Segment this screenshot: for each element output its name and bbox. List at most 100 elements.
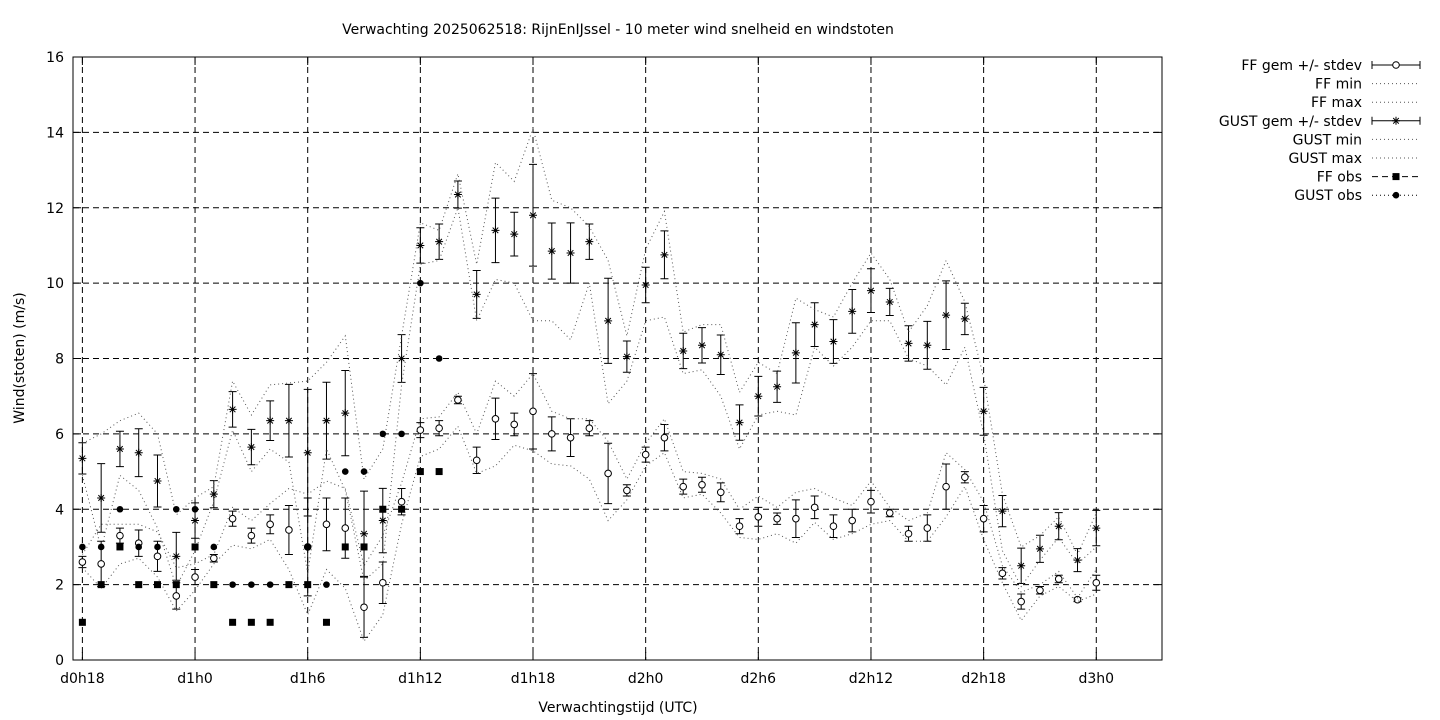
gust-obs-point <box>210 543 218 551</box>
legend-marker <box>1392 173 1400 181</box>
ff-mean-point <box>322 520 331 529</box>
ff-mean-point <box>416 426 425 434</box>
ff-mean-point <box>942 482 950 491</box>
ff-mean-point <box>210 554 218 563</box>
ff-mean-point <box>491 415 500 423</box>
legend-label: FF obs <box>1317 170 1362 186</box>
gust-mean-point <box>585 237 594 246</box>
gust-mean-point <box>378 516 387 525</box>
ff-obs-point <box>210 581 218 589</box>
ff-mean-point <box>116 531 124 540</box>
ff-mean-point <box>341 524 350 532</box>
x-tick-label: d3h0 <box>1078 671 1114 687</box>
gust-mean-point <box>791 348 800 357</box>
series-gust-gem-stdev <box>78 163 1101 584</box>
gust-mean-point <box>547 247 556 256</box>
ff-obs-point <box>398 505 406 513</box>
legend-label: FF min <box>1315 77 1362 93</box>
y-tick-label: 2 <box>55 578 64 594</box>
legend-marker <box>1392 191 1400 199</box>
gust-obs-point <box>172 505 180 513</box>
ff-obs-point <box>435 468 443 476</box>
gust-mean-point <box>284 416 293 425</box>
gust-obs-point <box>360 468 368 475</box>
ff-mean-point <box>585 424 594 433</box>
series-ff-max <box>81 372 1097 599</box>
ff-mean-point <box>360 603 368 612</box>
gust-mean-point <box>472 290 481 299</box>
ff-obs-point <box>322 618 330 626</box>
ff-mean-point <box>285 526 293 534</box>
gust-mean-point <box>134 448 143 457</box>
gust-mean-point <box>1017 561 1026 570</box>
gust-mean-point <box>453 190 462 199</box>
gust-obs-point <box>266 581 274 588</box>
gust-mean-point <box>78 454 87 463</box>
x-tick-label: d1h12 <box>398 671 442 687</box>
gust-mean-point <box>510 230 519 239</box>
gust-mean-point <box>566 248 575 257</box>
series-line <box>82 126 1097 556</box>
ff-mean-point <box>773 514 781 523</box>
legend: FF gem +/- stdev FF min FF max GUST gem +/-… <box>1219 58 1421 204</box>
gust-mean-point <box>322 416 331 425</box>
gust-obs-point <box>341 468 349 475</box>
ff-mean-point <box>1036 586 1044 595</box>
gust-obs-point <box>191 505 199 513</box>
x-tick-label: d2h0 <box>628 671 664 687</box>
ff-obs-point <box>416 468 424 476</box>
gust-obs-point <box>229 581 236 588</box>
legend-label: GUST min <box>1293 132 1362 148</box>
series-line <box>81 372 1097 599</box>
gust-mean-point <box>209 490 218 499</box>
gust-mean-point <box>735 418 744 427</box>
gust-mean-point <box>435 237 444 246</box>
gust-mean-point <box>172 552 181 561</box>
y-tick-label: 4 <box>55 502 64 518</box>
ff-mean-point <box>1017 597 1025 606</box>
ff-obs-point <box>116 543 124 551</box>
data-series <box>78 126 1101 643</box>
ff-mean-point <box>623 486 631 495</box>
grid-lines <box>73 57 1162 660</box>
x-tick-label: d0h18 <box>60 671 104 687</box>
gust-obs-point <box>323 581 330 588</box>
ff-mean-point <box>810 503 819 512</box>
gust-mean-point <box>998 507 1007 516</box>
y-axis-ticks: 0 2 4 6 8 10 12 14 16 <box>46 50 1162 669</box>
gust-mean-point <box>697 341 706 350</box>
ff-mean-point <box>923 524 932 532</box>
y-tick-label: 14 <box>46 125 64 141</box>
ff-mean-point <box>228 514 237 523</box>
gust-mean-point <box>153 476 162 485</box>
gust-obs-point <box>285 581 293 588</box>
x-tick-label: d1h6 <box>290 671 326 687</box>
series-gust-min <box>81 205 1097 588</box>
x-axis-label: Verwachtingstijd (UTC) <box>538 700 697 716</box>
gust-mean-point <box>866 286 875 295</box>
ff-mean-point <box>379 578 387 587</box>
ff-mean-point <box>266 520 274 529</box>
y-axis-label: Wind(stoten) (m/s) <box>12 292 28 423</box>
ff-mean-point <box>735 522 744 531</box>
gust-mean-point <box>885 297 894 306</box>
series-gust-max <box>82 126 1097 556</box>
gust-mean-point <box>810 320 819 329</box>
gust-mean-point <box>942 311 951 320</box>
gust-mean-point <box>960 314 969 323</box>
gust-mean-point <box>360 529 369 538</box>
ff-mean-point <box>529 407 537 416</box>
y-tick-label: 12 <box>46 201 64 217</box>
ff-mean-point <box>641 450 650 459</box>
ff-mean-point <box>1092 578 1101 587</box>
ff-mean-point <box>698 480 706 489</box>
gust-mean-point <box>491 226 500 235</box>
legend-label: FF max <box>1311 95 1362 111</box>
gust-mean-point <box>1035 544 1044 553</box>
gust-obs-point <box>379 430 387 438</box>
ff-mean-point <box>454 396 462 404</box>
ff-mean-point <box>848 516 856 525</box>
ff-mean-point <box>679 482 688 491</box>
